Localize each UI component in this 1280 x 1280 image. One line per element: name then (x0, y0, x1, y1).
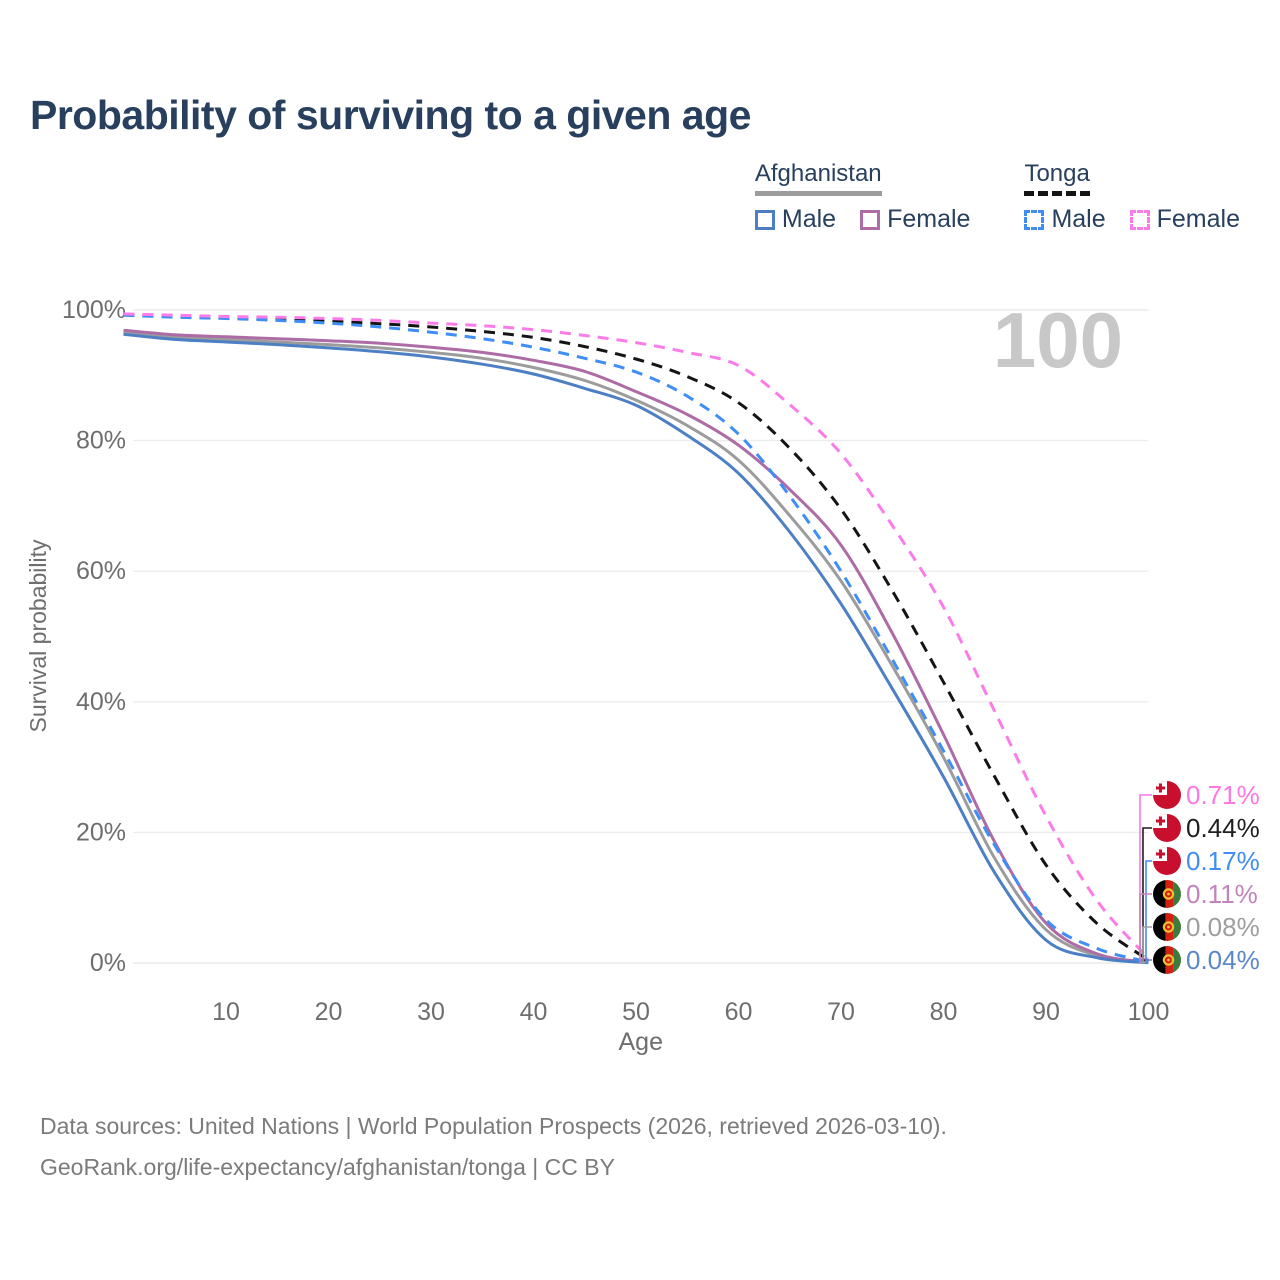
x-tick-label: 20 (315, 998, 343, 1026)
y-tick-label: 0% (90, 949, 126, 977)
legend-country-afghanistan[interactable]: Afghanistan (754, 160, 882, 196)
legend-item-afghanistan-female[interactable]: Female (860, 205, 970, 234)
x-tick-label: 100 (1128, 998, 1170, 1026)
afghanistan-flag-icon (1153, 946, 1181, 974)
x-tick-label: 70 (827, 998, 855, 1026)
attribution-text: GeoRank.org/life-expectancy/afghanistan/… (40, 1153, 615, 1180)
x-tick-label: 50 (622, 998, 650, 1026)
legend-items-row: Male Female (754, 205, 970, 234)
x-tick-label: 90 (1032, 998, 1060, 1026)
end-label-connector (1142, 926, 1152, 964)
x-axis-title: Age (619, 1028, 663, 1056)
data-sources-text: Data sources: United Nations | World Pop… (40, 1113, 947, 1139)
legend-item-label: Male (1051, 205, 1106, 233)
afghanistan-flag-icon (1153, 913, 1181, 941)
legend-swatch-icon (1129, 209, 1150, 230)
series-line-tonga-male[interactable] (123, 313, 1149, 964)
y-tick-label: 100% (62, 296, 126, 324)
age-indicator-watermark: 100 (993, 296, 1123, 384)
y-tick-label: 60% (76, 557, 126, 585)
series-line-afghanistan-male[interactable] (123, 332, 1149, 965)
legend-items-row: Male Female (1024, 205, 1240, 234)
end-label-connector (1145, 860, 1152, 963)
legend: Afghanistan Male Female Tonga Male Female (754, 160, 1240, 234)
legend-item-tonga-male[interactable]: Male (1024, 205, 1106, 234)
end-value-label-tonga-male: 0.17% (1186, 846, 1260, 876)
page-title: Probability of surviving to a given age (30, 92, 751, 138)
series-line-afghanistan-total[interactable] (123, 330, 1149, 964)
tonga-flag-icon (1153, 847, 1181, 875)
legend-item-label: Female (1156, 205, 1240, 233)
x-tick-label: 40 (520, 998, 548, 1026)
footer: Data sources: United Nations | World Pop… (40, 1106, 947, 1188)
series-line-afghanistan-female[interactable] (123, 328, 1149, 964)
end-label-connector (1139, 794, 1152, 960)
end-label-connector (1145, 959, 1152, 964)
y-tick-label: 20% (76, 818, 126, 846)
afghanistan-flag-icon (1153, 880, 1181, 908)
legend-item-tonga-female[interactable]: Female (1129, 205, 1240, 234)
end-value-label-afghanistan-male: 0.04% (1186, 945, 1260, 975)
series-line-tonga-total[interactable] (123, 313, 1150, 962)
y-axis-title: Survival probability (25, 539, 51, 733)
legend-item-afghanistan-male[interactable]: Male (754, 205, 837, 234)
x-tick-label: 80 (930, 998, 958, 1026)
tonga-flag-icon (1153, 814, 1181, 842)
legend-swatch-icon (754, 209, 775, 230)
legend-item-label: Female (887, 205, 971, 233)
tonga-flag-icon (1153, 781, 1181, 809)
end-value-label-tonga-female: 0.71% (1186, 780, 1260, 810)
series-line-tonga-female[interactable] (123, 312, 1150, 960)
y-tick-label: 80% (76, 427, 126, 455)
legend-group-tonga: Tonga Male Female (1024, 160, 1240, 234)
end-value-label-afghanistan-female: 0.11% (1186, 879, 1258, 909)
legend-country-tonga[interactable]: Tonga (1024, 160, 1090, 196)
legend-swatch-icon (1024, 209, 1045, 230)
legend-swatch-icon (860, 209, 881, 230)
legend-group-afghanistan: Afghanistan Male Female (754, 160, 970, 234)
x-tick-label: 10 (212, 998, 240, 1026)
end-value-label-tonga-total: 0.44% (1186, 813, 1260, 843)
end-value-label-afghanistan-total: 0.08% (1186, 912, 1260, 942)
y-tick-label: 40% (76, 688, 126, 716)
legend-item-label: Male (781, 205, 837, 233)
x-tick-label: 30 (417, 998, 445, 1026)
x-tick-label: 60 (725, 998, 753, 1026)
